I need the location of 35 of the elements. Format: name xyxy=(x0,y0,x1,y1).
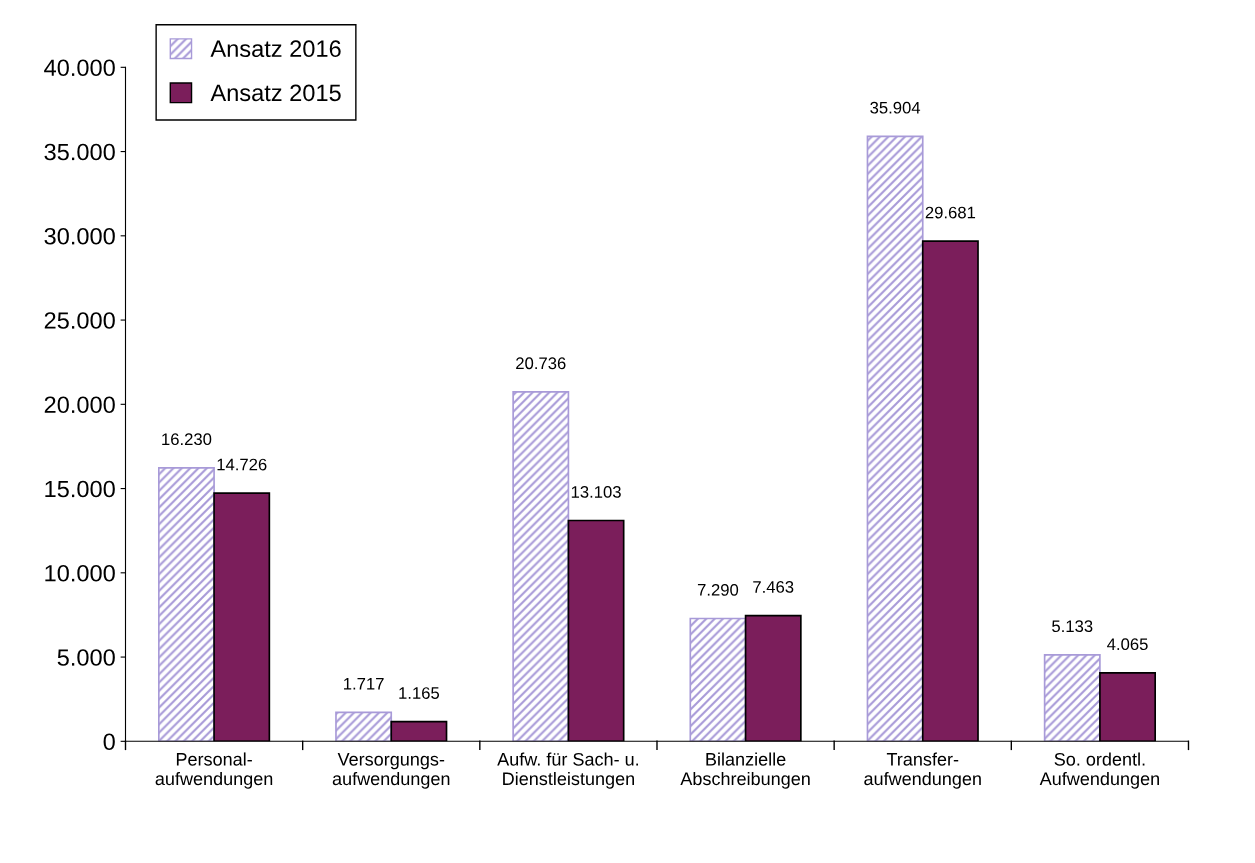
data-label: 16.230 xyxy=(162,433,212,446)
data-label: 13.103 xyxy=(571,485,621,498)
bar xyxy=(866,135,924,742)
data-label: 5.133 xyxy=(1052,620,1093,633)
y-tick-label: 30.000 xyxy=(44,227,115,245)
data-label: 35.904 xyxy=(870,101,921,114)
legend-label: Ansatz 2015 xyxy=(210,84,341,102)
y-tick-label: 20.000 xyxy=(44,396,115,414)
bar xyxy=(1043,653,1101,742)
y-tick-label: 40.000 xyxy=(44,59,115,77)
bar xyxy=(689,617,747,742)
x-tick-label: Aufw. für Sach- u. Dienstleistungen xyxy=(497,752,639,789)
y-tick-label: 0 xyxy=(103,733,115,751)
legend-label: Ansatz 2016 xyxy=(210,40,341,58)
bar xyxy=(335,711,393,742)
x-tick-label: Transfer- aufwendungen xyxy=(864,752,981,789)
y-tick-label: 15.000 xyxy=(45,480,115,498)
y-tick-label: 5.000 xyxy=(57,649,115,666)
data-label: 7.463 xyxy=(753,581,794,593)
data-label: 1.165 xyxy=(399,687,440,699)
data-label: 4.065 xyxy=(1107,638,1148,651)
data-label: 20.736 xyxy=(516,357,566,370)
bar xyxy=(512,391,570,742)
y-tick-label: 25.000 xyxy=(44,312,115,329)
x-tick-label: Personal- aufwendungen xyxy=(155,752,273,789)
data-label: 14.726 xyxy=(217,458,267,471)
data-label: 7.290 xyxy=(697,583,739,596)
bar xyxy=(157,467,215,742)
y-tick-label: 10.000 xyxy=(45,564,115,582)
data-label: 29.681 xyxy=(925,206,976,219)
x-tick-label: Versorgungs- aufwendungen xyxy=(332,753,450,789)
x-tick-label: So. ordentl. Aufwendungen xyxy=(1039,752,1159,789)
y-tick-label: 35.000 xyxy=(44,143,115,161)
x-tick-label: Bilanzielle Abschreibungen xyxy=(680,752,810,789)
data-label: 1.717 xyxy=(344,678,384,690)
